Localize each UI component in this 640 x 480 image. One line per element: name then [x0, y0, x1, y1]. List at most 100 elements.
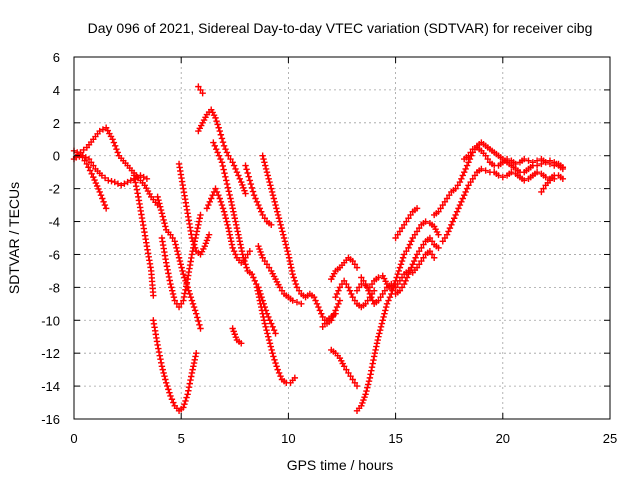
data-point [108, 178, 115, 185]
data-point [230, 328, 237, 335]
data-point [411, 231, 419, 238]
data-point [402, 277, 409, 284]
data-point [466, 155, 474, 163]
data-point [546, 160, 554, 168]
data-point [195, 221, 202, 229]
data-point [250, 192, 258, 199]
data-point [461, 192, 468, 199]
data-point [98, 172, 106, 179]
data-point [362, 300, 369, 308]
data-point [215, 124, 222, 131]
data-point [443, 231, 451, 238]
data-point [365, 287, 372, 294]
data-point [265, 336, 273, 344]
data-point [378, 320, 386, 327]
data-point [217, 131, 225, 138]
data-point [267, 343, 275, 350]
data-point [124, 178, 131, 186]
data-point [499, 173, 506, 181]
data-point [223, 177, 230, 184]
data-point [280, 234, 288, 242]
data-point [111, 142, 119, 150]
data-point [181, 290, 188, 297]
data-point [318, 310, 325, 317]
data-point [220, 142, 228, 150]
data-point [451, 215, 458, 222]
data-point [246, 177, 254, 184]
data-point [205, 201, 212, 209]
data-point [183, 279, 191, 286]
data-point [347, 373, 354, 380]
data-point [340, 363, 348, 370]
data-point [364, 384, 371, 391]
data-point [168, 284, 175, 291]
data-point [191, 244, 199, 252]
data-point [275, 215, 283, 222]
data-point [333, 290, 341, 298]
data-point [100, 198, 107, 205]
data-point [259, 211, 266, 219]
chart-title: Day 096 of 2021, Sidereal Day-to-day VTE… [88, 20, 593, 36]
data-point [215, 152, 223, 159]
data-point [266, 340, 274, 347]
data-point [503, 155, 511, 163]
data-point [221, 211, 229, 219]
data-point [253, 280, 260, 288]
data-point [169, 234, 176, 242]
data-point [92, 179, 100, 187]
data-point [293, 298, 301, 306]
data-point [333, 303, 341, 311]
data-point [140, 173, 147, 181]
data-point [459, 195, 466, 202]
data-point [319, 313, 326, 321]
data-point [201, 243, 208, 250]
data-point [266, 317, 274, 324]
data-point [85, 164, 92, 171]
data-point [206, 198, 213, 205]
data-point [272, 201, 279, 209]
data-point [162, 376, 169, 383]
data-point [259, 297, 266, 304]
data-point [241, 187, 248, 194]
data-point [521, 177, 528, 184]
data-point [174, 247, 181, 255]
data-point [88, 170, 95, 178]
data-point [366, 290, 374, 298]
data-point [155, 345, 162, 352]
data-point [208, 195, 215, 202]
data-point [415, 247, 423, 255]
data-point [437, 205, 444, 212]
data-point [162, 379, 170, 386]
data-point [86, 167, 94, 174]
data-point [233, 168, 241, 176]
data-point [373, 340, 381, 347]
data-point [163, 263, 171, 270]
data-point [336, 284, 344, 291]
data-point [369, 360, 376, 367]
data-point [224, 221, 231, 229]
data-point [383, 300, 391, 308]
data-point [172, 241, 179, 248]
data-point [538, 188, 545, 196]
data-point [132, 179, 139, 186]
data-point [74, 149, 81, 156]
data-point [376, 330, 383, 337]
data-point [418, 257, 425, 265]
data-point [290, 274, 297, 281]
data-point [220, 166, 227, 173]
data-point [377, 323, 385, 331]
data-point [413, 228, 421, 235]
data-point [110, 139, 118, 146]
data-point [175, 303, 183, 311]
data-point [379, 290, 386, 298]
data-point [156, 200, 163, 207]
data-point [255, 243, 262, 250]
data-point [180, 271, 187, 278]
data-point [358, 402, 365, 410]
data-point [176, 257, 184, 265]
data-point [242, 162, 249, 169]
data-point [285, 251, 292, 258]
data-point [374, 336, 381, 344]
y-tick-label: -8 [48, 280, 60, 295]
data-point [188, 234, 196, 242]
